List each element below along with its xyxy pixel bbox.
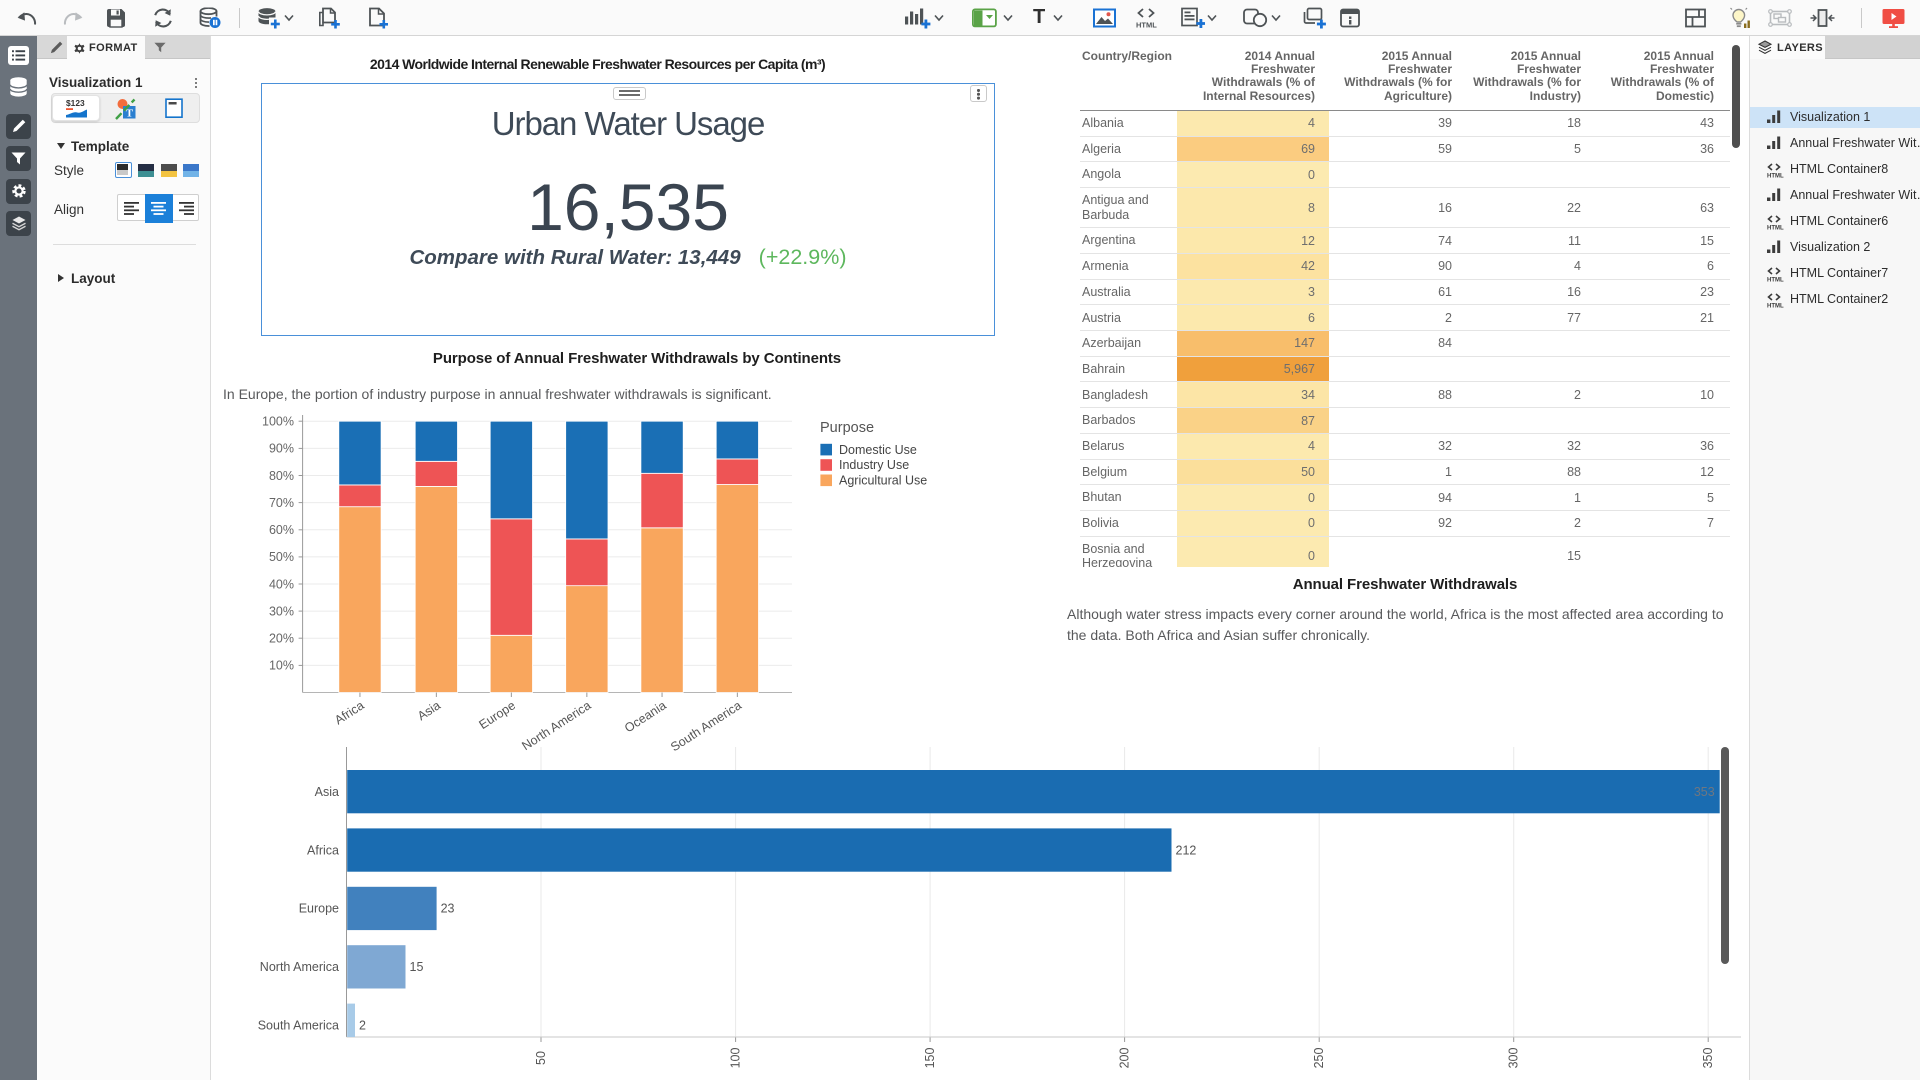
svg-text:200: 200 bbox=[1118, 1048, 1132, 1069]
svg-text:10%: 10% bbox=[269, 659, 294, 673]
svg-text:Domestic Use: Domestic Use bbox=[839, 443, 917, 457]
svg-text:100: 100 bbox=[729, 1048, 743, 1069]
svg-text:50%: 50% bbox=[269, 550, 294, 564]
svg-text:Europe: Europe bbox=[477, 698, 518, 732]
svg-text:353: 353 bbox=[1694, 785, 1715, 799]
svg-text:HTML: HTML bbox=[1767, 173, 1784, 178]
svg-text:15: 15 bbox=[410, 960, 424, 974]
svg-text:30%: 30% bbox=[269, 604, 294, 618]
svg-text:HTML: HTML bbox=[1767, 277, 1784, 282]
svg-text:South America: South America bbox=[668, 698, 744, 754]
svg-text:23: 23 bbox=[441, 902, 455, 916]
svg-text:150: 150 bbox=[923, 1048, 937, 1069]
svg-text:Purpose: Purpose bbox=[820, 420, 874, 436]
svg-text:South America: South America bbox=[258, 1019, 339, 1033]
svg-text:20%: 20% bbox=[269, 632, 294, 646]
svg-text:80%: 80% bbox=[269, 469, 294, 483]
svg-text:90%: 90% bbox=[269, 442, 294, 456]
svg-text:Industry Use: Industry Use bbox=[839, 458, 909, 472]
svg-text:Asia: Asia bbox=[315, 785, 339, 799]
svg-text:60%: 60% bbox=[269, 523, 294, 537]
svg-text:North America: North America bbox=[519, 698, 593, 753]
svg-text:$123: $123 bbox=[66, 98, 85, 108]
svg-text:T: T bbox=[125, 107, 133, 119]
svg-text:Africa: Africa bbox=[307, 843, 339, 857]
svg-text:Asia: Asia bbox=[415, 698, 443, 723]
svg-text:250: 250 bbox=[1312, 1048, 1326, 1069]
svg-text:350: 350 bbox=[1701, 1048, 1715, 1069]
svg-text:North America: North America bbox=[260, 960, 339, 974]
svg-text:HTML: HTML bbox=[1767, 303, 1784, 308]
svg-text:300: 300 bbox=[1507, 1048, 1521, 1069]
svg-text:50: 50 bbox=[534, 1051, 548, 1065]
svg-text:40%: 40% bbox=[269, 577, 294, 591]
svg-text:70%: 70% bbox=[269, 496, 294, 510]
svg-text:2: 2 bbox=[359, 1019, 366, 1033]
svg-text:100%: 100% bbox=[262, 415, 294, 429]
svg-text:Africa: Africa bbox=[332, 698, 366, 727]
svg-text:Agricultural Use: Agricultural Use bbox=[839, 474, 927, 488]
svg-text:HTML: HTML bbox=[1136, 20, 1157, 28]
svg-text:Europe: Europe bbox=[299, 902, 339, 916]
svg-text:Oceania: Oceania bbox=[622, 698, 669, 735]
svg-text:212: 212 bbox=[1176, 843, 1197, 857]
svg-text:HTML: HTML bbox=[1767, 225, 1784, 230]
